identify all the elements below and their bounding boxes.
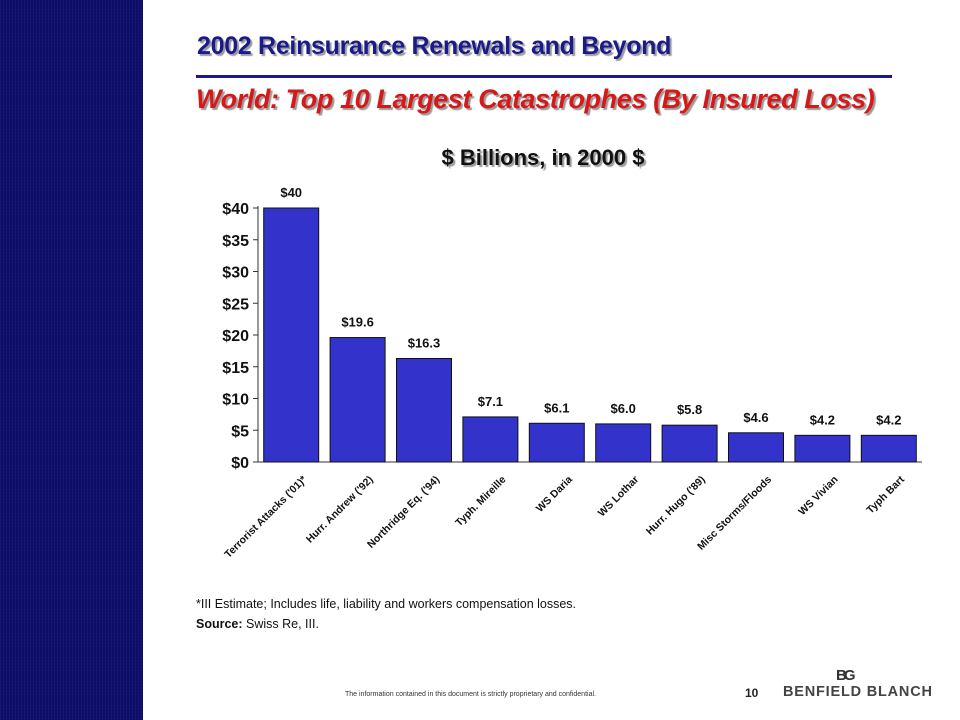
- category-label: WS Lothar: [596, 474, 642, 520]
- category-label: WS Vivian: [796, 474, 840, 518]
- source-text: Swiss Re, III.: [242, 617, 319, 631]
- bar: [263, 207, 320, 463]
- y-tick-label: $15: [222, 360, 249, 377]
- footnote-source: Source: Swiss Re, III.: [196, 614, 576, 634]
- y-tick-label: $5: [231, 423, 249, 440]
- footnote: *III Estimate; Includes life, liability …: [196, 594, 576, 634]
- category-label: Northridge Eq. ('94): [365, 474, 442, 551]
- category-label: Hurr. Hugo ('89): [644, 474, 708, 538]
- bar: [728, 432, 784, 463]
- page-number: 10: [745, 686, 759, 700]
- bar-chart: $0$5$10$15$20$25$30$35$40 $40$19.6$16.3$…: [222, 185, 922, 561]
- bar: [661, 424, 718, 463]
- bar: [595, 423, 652, 463]
- x-axis-labels: Terrorist Attacks ('01)*Hurr. Andrew ('9…: [222, 473, 907, 561]
- bar: [528, 422, 585, 463]
- category-label: Terrorist Attacks ('01)*: [222, 473, 310, 561]
- y-tick-label: $10: [222, 392, 249, 409]
- y-tick-label: $35: [222, 233, 249, 250]
- title-underline: [196, 75, 892, 78]
- data-label: $6.1: [544, 400, 569, 415]
- bar: [462, 416, 519, 463]
- y-tick-label: $20: [222, 328, 249, 345]
- data-label: $19.6: [341, 315, 374, 330]
- bars: [263, 207, 917, 463]
- data-label: $4.2: [810, 412, 835, 427]
- slide-title: 2002 Reinsurance Renewals and Beyond: [197, 32, 672, 60]
- category-label: Hurr. Andrew ('92): [304, 474, 376, 546]
- category-label: Typh Bart: [864, 473, 907, 516]
- data-label: $7.1: [478, 394, 503, 409]
- bar: [860, 434, 917, 463]
- footnote-estimate: *III Estimate; Includes life, liability …: [196, 597, 577, 611]
- data-label: $40: [280, 185, 302, 200]
- y-tick-label: $0: [231, 455, 249, 472]
- category-label: WS Daria: [534, 474, 575, 515]
- slide-subtitle: World: Top 10 Largest Catastrophes (By I…: [196, 84, 875, 114]
- category-label: Typh. Mireille: [453, 474, 508, 529]
- data-label: $4.6: [743, 410, 768, 425]
- data-label: $6.0: [611, 401, 636, 416]
- data-label: $16.3: [408, 335, 441, 350]
- category-label: Misc Storms/Floods: [695, 474, 774, 553]
- bar: [396, 357, 452, 463]
- sidebar-band: [0, 0, 143, 720]
- chart-title-text: $ Billions, in 2000 $: [441, 145, 645, 170]
- bar: [329, 337, 386, 463]
- data-labels: $40 $19.6 $16.3 $7.1 $6.1 $6.0 $5.8 $4.6 $4.2 $4.…: [280, 185, 901, 427]
- logo-icon: BG: [836, 667, 855, 684]
- chart-title: $ Billions, in 2000 $: [0, 145, 960, 171]
- bar: [794, 434, 851, 463]
- data-label: $4.2: [876, 412, 901, 427]
- y-tick-label: $25: [222, 296, 249, 313]
- data-label: $5.8: [677, 402, 702, 417]
- y-tick-label: $30: [222, 265, 249, 282]
- source-label: Source:: [196, 617, 243, 631]
- company-logo: BENFIELD BLANCH: [783, 684, 933, 700]
- confidentiality-notice: The information contained in this docume…: [345, 691, 596, 698]
- y-tick-label: $40: [222, 201, 249, 218]
